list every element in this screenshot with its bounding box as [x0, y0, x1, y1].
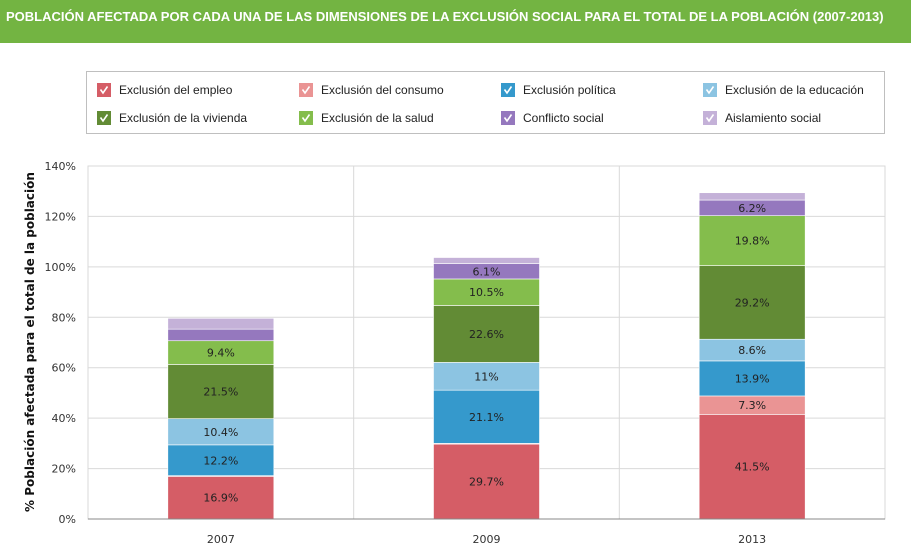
legend-swatch — [703, 83, 717, 97]
y-axis-label: % Población afectada para el total de la… — [23, 172, 37, 512]
x-tick-label: 2007 — [207, 533, 235, 546]
check-icon — [503, 114, 513, 123]
bar-segment — [167, 476, 275, 520]
legend-item[interactable]: Conflicto social — [501, 109, 604, 127]
data-label: 13.9% — [735, 372, 770, 385]
chart-title: POBLACIÓN AFECTADA POR CADA UNA DE LAS D… — [6, 9, 884, 24]
bar-segment — [433, 257, 540, 264]
legend-label: Exclusión del consumo — [321, 83, 444, 97]
legend-label: Exclusión de la salud — [321, 111, 434, 125]
bar-segment — [698, 360, 806, 397]
y-tick-label: 100% — [45, 261, 76, 274]
data-label: 21.5% — [203, 386, 238, 399]
x-tick-label: 2013 — [738, 533, 766, 546]
data-label: 21.1% — [469, 411, 504, 424]
bar-segment — [698, 414, 806, 520]
data-label: 10.4% — [203, 426, 238, 439]
legend-item[interactable]: Exclusión del empleo — [97, 81, 232, 99]
data-label: 12.2% — [203, 454, 238, 467]
bar-segment — [433, 389, 540, 444]
data-label: 19.8% — [735, 235, 770, 248]
data-label: 9.4% — [207, 347, 235, 360]
check-icon — [301, 86, 311, 95]
check-icon — [705, 114, 715, 123]
legend-item[interactable]: Exclusión de la salud — [299, 109, 434, 127]
legend-item[interactable]: Exclusión del consumo — [299, 81, 444, 99]
check-icon — [99, 86, 109, 95]
check-icon — [705, 86, 715, 95]
legend-swatch — [501, 83, 515, 97]
y-tick-label: 20% — [52, 463, 76, 476]
legend-swatch — [97, 111, 111, 125]
data-label: 11% — [474, 370, 498, 383]
legend-swatch — [299, 111, 313, 125]
check-icon — [301, 114, 311, 123]
legend-swatch — [97, 83, 111, 97]
data-label: 29.2% — [735, 296, 770, 309]
data-label: 6.1% — [473, 265, 501, 278]
data-label: 10.5% — [469, 286, 504, 299]
y-tick-label: 0% — [59, 513, 76, 526]
bar-segment — [698, 215, 806, 266]
bar-segment — [433, 443, 540, 520]
y-tick-label: 140% — [45, 160, 76, 173]
legend-label: Conflicto social — [523, 111, 604, 125]
data-label: 22.6% — [469, 328, 504, 341]
legend-label: Aislamiento social — [725, 111, 822, 125]
bar-segment — [167, 444, 275, 476]
bar-segment — [698, 265, 806, 340]
check-icon — [99, 114, 109, 123]
bar-segment — [698, 192, 806, 201]
bar-segment — [167, 328, 275, 342]
y-tick-label: 80% — [52, 311, 76, 324]
bar-segment — [167, 418, 275, 446]
legend-swatch — [501, 111, 515, 125]
legend-item[interactable]: Exclusión política — [501, 81, 616, 99]
title-bar: POBLACIÓN AFECTADA POR CADA UNA DE LAS D… — [0, 0, 911, 43]
y-tick-label: 60% — [52, 362, 76, 375]
x-tick-label: 2009 — [473, 533, 501, 546]
y-tick-label: 40% — [52, 412, 76, 425]
bars: 16.9% 12.2% 10.4% 21.5% 9.4% 29.7% 21.1% 11% 22.… — [167, 192, 806, 520]
bar-segment — [433, 278, 540, 306]
legend-swatch — [703, 111, 717, 125]
stacked-bar-chart: % Población afectada para el total de la… — [23, 160, 886, 546]
legend-label: Exclusión política — [523, 83, 616, 97]
axes: 0% 20% 40% 60% 80% 100% 120% 140% 2007 2009 2013 — [45, 160, 885, 546]
data-label: 16.9% — [203, 492, 238, 505]
legend: Exclusión del empleo Exclusión del consum… — [86, 71, 885, 134]
legend-swatch — [299, 83, 313, 97]
y-tick-label: 120% — [45, 210, 76, 223]
data-label: 8.6% — [738, 344, 766, 357]
bar-segment — [167, 317, 275, 330]
data-label: 41.5% — [735, 461, 770, 474]
legend-item[interactable]: Exclusión de la vivienda — [97, 109, 247, 127]
legend-label: Exclusión de la vivienda — [119, 111, 248, 125]
bar-segment — [433, 305, 540, 363]
check-icon — [503, 86, 513, 95]
bar-segment — [433, 362, 540, 391]
data-label: 29.7% — [469, 476, 504, 489]
legend-label: Exclusión de la educación — [725, 83, 864, 97]
data-label: 7.3% — [738, 399, 766, 412]
legend-item[interactable]: Aislamiento social — [703, 109, 821, 127]
legend-label: Exclusión del empleo — [119, 83, 233, 97]
legend-item[interactable]: Exclusión de la educación — [703, 81, 864, 99]
data-label: 6.2% — [738, 202, 766, 215]
